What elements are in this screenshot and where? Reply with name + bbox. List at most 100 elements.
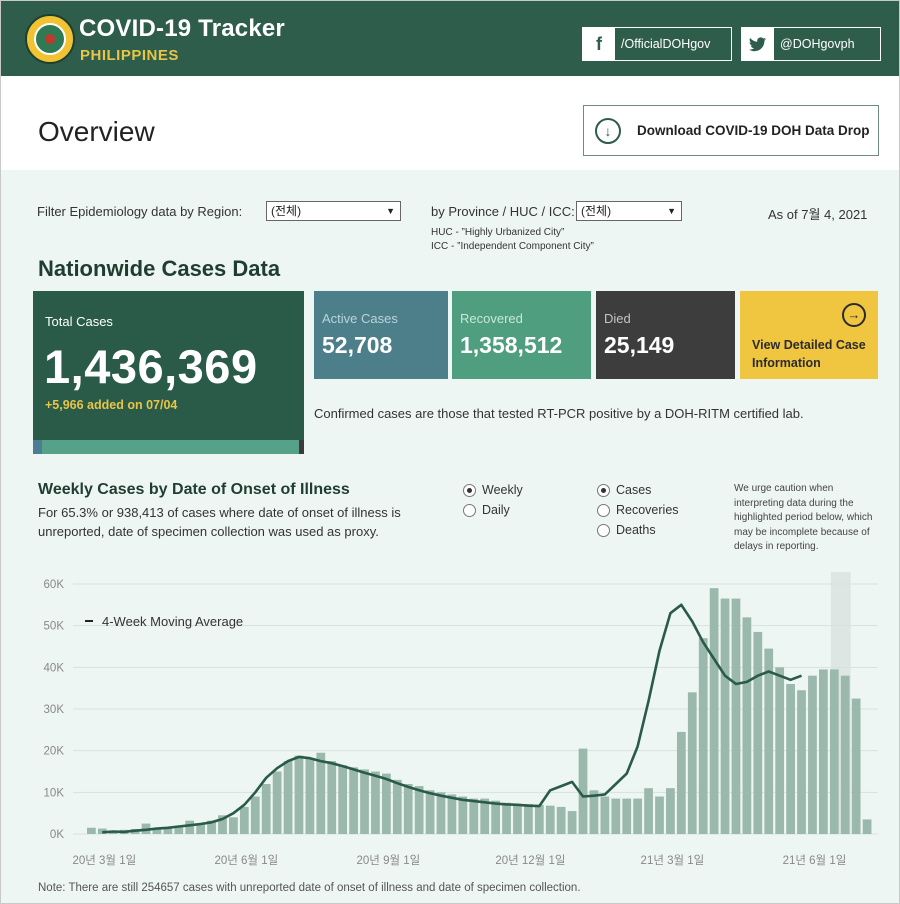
case-breakdown-bar <box>33 440 304 454</box>
download-icon: ↓ <box>595 117 621 144</box>
facebook-link[interactable]: f /OfficialDOHgov <box>582 27 732 61</box>
total-cases-card: Total Cases 1,436,369 +5,966 added on 07… <box>33 291 304 454</box>
bar <box>480 798 490 834</box>
x-tick-label: 21년 6월 1일 <box>783 853 847 867</box>
radio-selected-icon <box>463 483 476 497</box>
bar <box>349 767 358 834</box>
bar <box>174 826 184 834</box>
bar <box>742 617 752 834</box>
x-tick-label: 20년 3월 1일 <box>72 853 136 867</box>
bar <box>414 786 424 834</box>
bar <box>425 790 435 834</box>
radio-cases[interactable]: Cases <box>597 483 651 497</box>
bar <box>491 800 500 834</box>
bar <box>753 631 763 834</box>
bar <box>272 771 282 834</box>
bar <box>589 790 599 834</box>
doh-seal-icon <box>25 14 75 64</box>
view-detailed-case-button[interactable]: → View Detailed Case Information <box>740 291 878 379</box>
bar <box>513 804 522 834</box>
huc-icc-note: HUC - ”Highly Urbanized City” ICC - ”Ind… <box>431 226 594 254</box>
bar <box>239 806 249 834</box>
bar <box>250 796 260 834</box>
radio-deaths[interactable]: Deaths <box>597 523 656 537</box>
footnote: Note: There are still 254657 cases with … <box>38 882 581 894</box>
bar <box>469 798 479 834</box>
died-segment <box>299 440 304 454</box>
radio-recoveries-label: Recoveries <box>616 503 679 517</box>
arrow-right-icon: → <box>842 303 866 327</box>
moving-average-line <box>102 603 802 834</box>
bar <box>819 669 828 834</box>
facebook-icon: f <box>583 28 615 60</box>
region-filter-label: Filter Epidemiology data by Region: <box>37 204 243 219</box>
view-detailed-label: View Detailed Case Information <box>752 338 866 370</box>
bar <box>786 684 795 834</box>
confirmed-note: Confirmed cases are those that tested RT… <box>314 406 804 421</box>
weekly-cases-chart: 0K 10K 20K 30K 40K 50K 60K 20년 3월 1일 20년 6월 1일 20… <box>44 572 878 867</box>
radio-daily-label: Daily <box>482 503 510 517</box>
icc-note: ICC - ”Independent Component City” <box>431 241 594 252</box>
recovered-card: Recovered 1,358,512 <box>452 291 591 379</box>
y-tick-label: 30K <box>44 704 65 716</box>
y-tick-label: 50K <box>44 621 65 633</box>
radio-daily[interactable]: Daily <box>463 503 510 517</box>
added-cases: +5,966 added on 07/04 <box>45 398 178 412</box>
bar <box>556 806 566 834</box>
huc-note: HUC - ”Highly Urbanized City” <box>431 227 565 238</box>
radio-selected-icon <box>597 483 610 497</box>
bar <box>447 794 457 834</box>
bar <box>294 755 304 834</box>
twitter-icon <box>742 28 774 60</box>
download-data-drop-button[interactable]: ↓ Download COVID-19 DOH Data Drop <box>583 105 879 156</box>
bar <box>229 817 238 834</box>
bar <box>163 827 173 834</box>
bar <box>371 771 380 834</box>
bar <box>655 796 664 834</box>
bar <box>851 698 861 834</box>
y-tick-label: 10K <box>44 787 65 799</box>
radio-unselected-icon <box>463 503 476 517</box>
bar <box>764 648 774 834</box>
bar <box>808 675 817 834</box>
total-cases-value: 1,436,369 <box>44 340 258 393</box>
radio-unselected-icon <box>597 503 610 517</box>
active-cases-value: 52,708 <box>322 332 393 358</box>
chevron-down-icon: ▼ <box>386 206 395 216</box>
died-label: Died <box>604 311 631 326</box>
bar <box>403 784 413 834</box>
bar <box>381 773 391 834</box>
recovered-value: 1,358,512 <box>460 332 563 358</box>
province-select-value: (전체) <box>581 204 612 218</box>
app-subtitle: PHILIPPINES <box>80 47 179 64</box>
x-tick-label: 20년 12월 1일 <box>495 853 565 867</box>
caution-note: We urge caution when interpreting data d… <box>734 483 873 553</box>
region-select[interactable]: (전체) ▼ <box>266 201 401 221</box>
bar <box>305 759 315 834</box>
bar <box>862 819 872 834</box>
bar <box>600 796 610 834</box>
bar <box>676 731 686 834</box>
as-of-date: As of 7월 4, 2021 <box>768 207 868 222</box>
province-select[interactable]: (전체) ▼ <box>576 201 682 221</box>
bar <box>644 788 653 834</box>
radio-unselected-icon <box>597 523 610 537</box>
radio-recoveries[interactable]: Recoveries <box>597 503 679 517</box>
recovered-label: Recovered <box>460 311 523 326</box>
active-segment <box>33 440 42 454</box>
radio-deaths-label: Deaths <box>616 523 656 537</box>
bar <box>436 792 446 834</box>
twitter-link[interactable]: @DOHgovph <box>741 27 881 61</box>
bar <box>720 598 730 834</box>
weekly-chart-description: For 65.3% or 938,413 of cases where date… <box>38 505 401 539</box>
bar <box>87 827 96 834</box>
x-tick-label: 20년 6월 1일 <box>214 853 278 867</box>
died-value: 25,149 <box>604 332 675 358</box>
bar <box>458 796 468 834</box>
x-tick-label: 20년 9월 1일 <box>357 853 421 867</box>
bar <box>360 769 369 834</box>
total-cases-label: Total Cases <box>45 314 113 329</box>
y-tick-label: 60K <box>44 579 65 591</box>
bar <box>709 588 719 834</box>
radio-weekly[interactable]: Weekly <box>463 483 523 497</box>
